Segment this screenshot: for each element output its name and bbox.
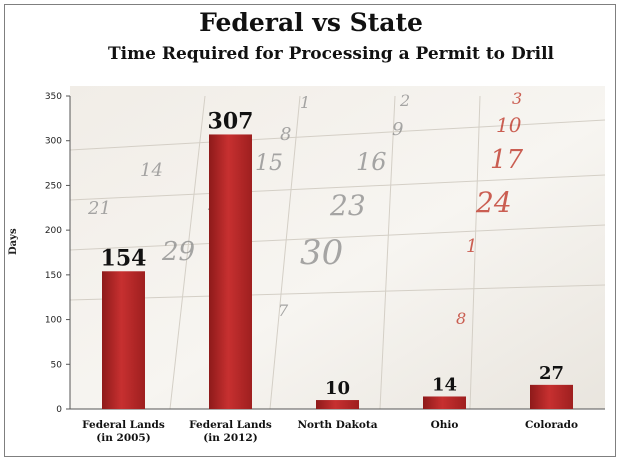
calendar-number: 2 xyxy=(399,91,410,110)
x-tick-label: (in 2005) xyxy=(96,432,150,444)
y-tick-label: 300 xyxy=(45,137,62,147)
calendar-number: 9 xyxy=(392,119,403,140)
chart-subtitle: Time Required for Processing a Permit to… xyxy=(107,44,555,64)
y-tick-label: 350 xyxy=(45,92,62,102)
bar xyxy=(102,271,145,409)
data-label: 10 xyxy=(325,378,350,399)
calendar-number: 8 xyxy=(280,124,291,145)
bar xyxy=(209,134,252,409)
calendar-grid-line xyxy=(469,95,481,410)
calendar-number: 3 xyxy=(512,89,522,108)
x-tick-label: Colorado xyxy=(525,419,578,431)
y-tick-label: 200 xyxy=(45,226,62,236)
x-tick-label: (in 2012) xyxy=(203,432,257,444)
calendar-grid-line xyxy=(69,119,606,151)
y-tick-label: 250 xyxy=(45,181,62,191)
calendar-grid-line xyxy=(69,284,606,301)
calendar-grid-line xyxy=(269,95,301,410)
calendar-grid-line xyxy=(379,95,396,410)
calendar-background: 123891014151617212223242930178 xyxy=(69,86,606,410)
calendar-number: 1 xyxy=(300,93,310,112)
x-tick-label: Ohio xyxy=(431,419,459,431)
calendar-grid-line xyxy=(69,224,606,251)
bar xyxy=(423,396,466,409)
data-label: 307 xyxy=(208,108,254,134)
calendar-number: 10 xyxy=(496,113,522,137)
calendar-grid-line xyxy=(169,95,206,410)
y-tick-label: 50 xyxy=(51,360,63,370)
y-tick-label: 150 xyxy=(45,271,62,281)
data-label: 14 xyxy=(432,374,457,395)
calendar-number: 24 xyxy=(475,186,512,219)
x-tick-label: Federal Lands xyxy=(189,419,272,431)
calendar-number: 16 xyxy=(356,148,387,176)
y-tick-label: 100 xyxy=(45,316,62,326)
bars xyxy=(102,134,573,409)
x-tick-label: North Dakota xyxy=(297,419,377,431)
chart-title: Federal vs State xyxy=(199,8,423,37)
calendar-number: 1 xyxy=(466,236,477,257)
calendar-number: 8 xyxy=(456,309,466,328)
calendar-number: 21 xyxy=(87,198,111,219)
calendar-number: 7 xyxy=(278,301,289,320)
calendar-number: 15 xyxy=(255,151,283,176)
calendar-number: 30 xyxy=(300,233,343,273)
data-label: 154 xyxy=(101,245,147,271)
calendar-number: 23 xyxy=(329,189,366,222)
calendar-number: 29 xyxy=(161,237,195,267)
calendar-photo xyxy=(70,86,605,409)
y-tick-label: 0 xyxy=(56,405,62,415)
data-label: 27 xyxy=(539,363,564,384)
bar xyxy=(530,384,573,409)
calendar-grid-line xyxy=(69,174,606,201)
x-tick-label: Federal Lands xyxy=(82,419,165,431)
bar xyxy=(316,400,359,409)
calendar-number: 14 xyxy=(140,160,163,181)
calendar-number: 17 xyxy=(490,145,524,175)
